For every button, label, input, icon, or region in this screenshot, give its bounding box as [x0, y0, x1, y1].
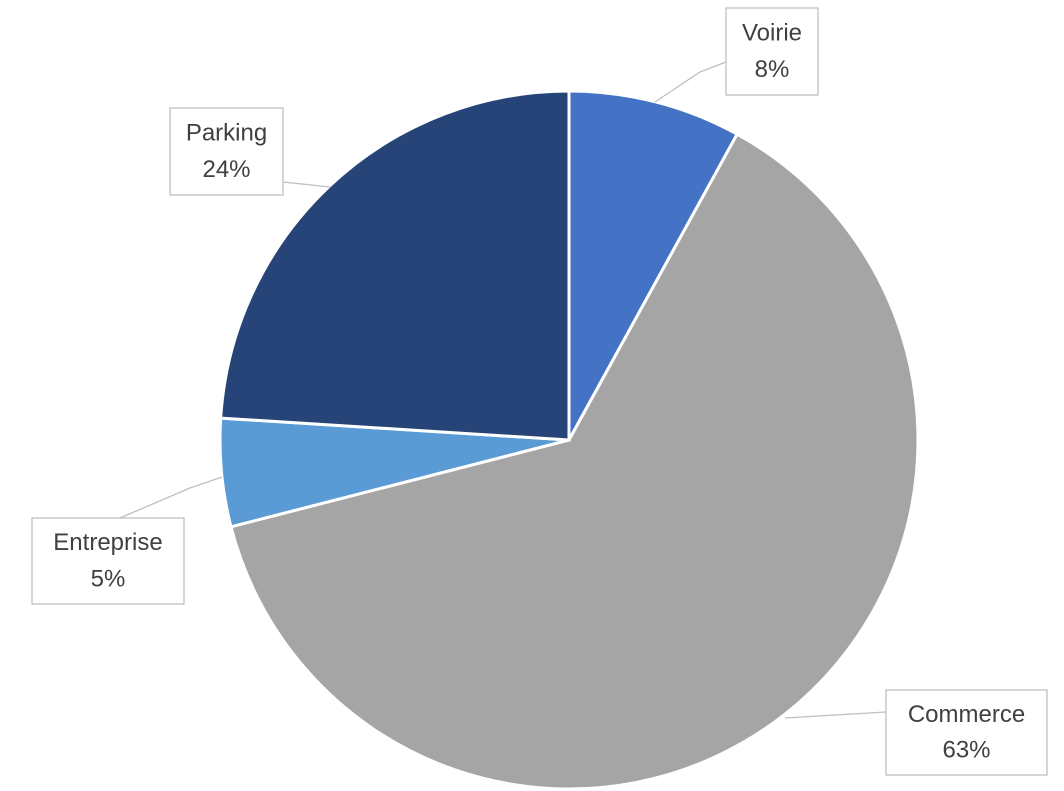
leader-line — [784, 711, 887, 719]
pie-slice — [229, 132, 920, 791]
leader-line — [282, 181, 331, 188]
label-box — [169, 107, 284, 196]
label-box — [31, 517, 185, 605]
category-label: Entreprise — [53, 529, 162, 556]
pie-slice — [219, 89, 571, 442]
leader-line — [654, 61, 727, 103]
category-label: Commerce — [908, 701, 1025, 728]
value-label: 24% — [202, 156, 250, 183]
category-label: Voirie — [742, 19, 802, 46]
value-label: 5% — [91, 565, 126, 592]
label-box — [885, 689, 1048, 776]
value-label: 63% — [942, 737, 990, 764]
category-label: Parking — [186, 119, 267, 146]
value-label: 8% — [755, 56, 790, 83]
label-box — [725, 7, 819, 96]
leader-line — [119, 476, 223, 519]
